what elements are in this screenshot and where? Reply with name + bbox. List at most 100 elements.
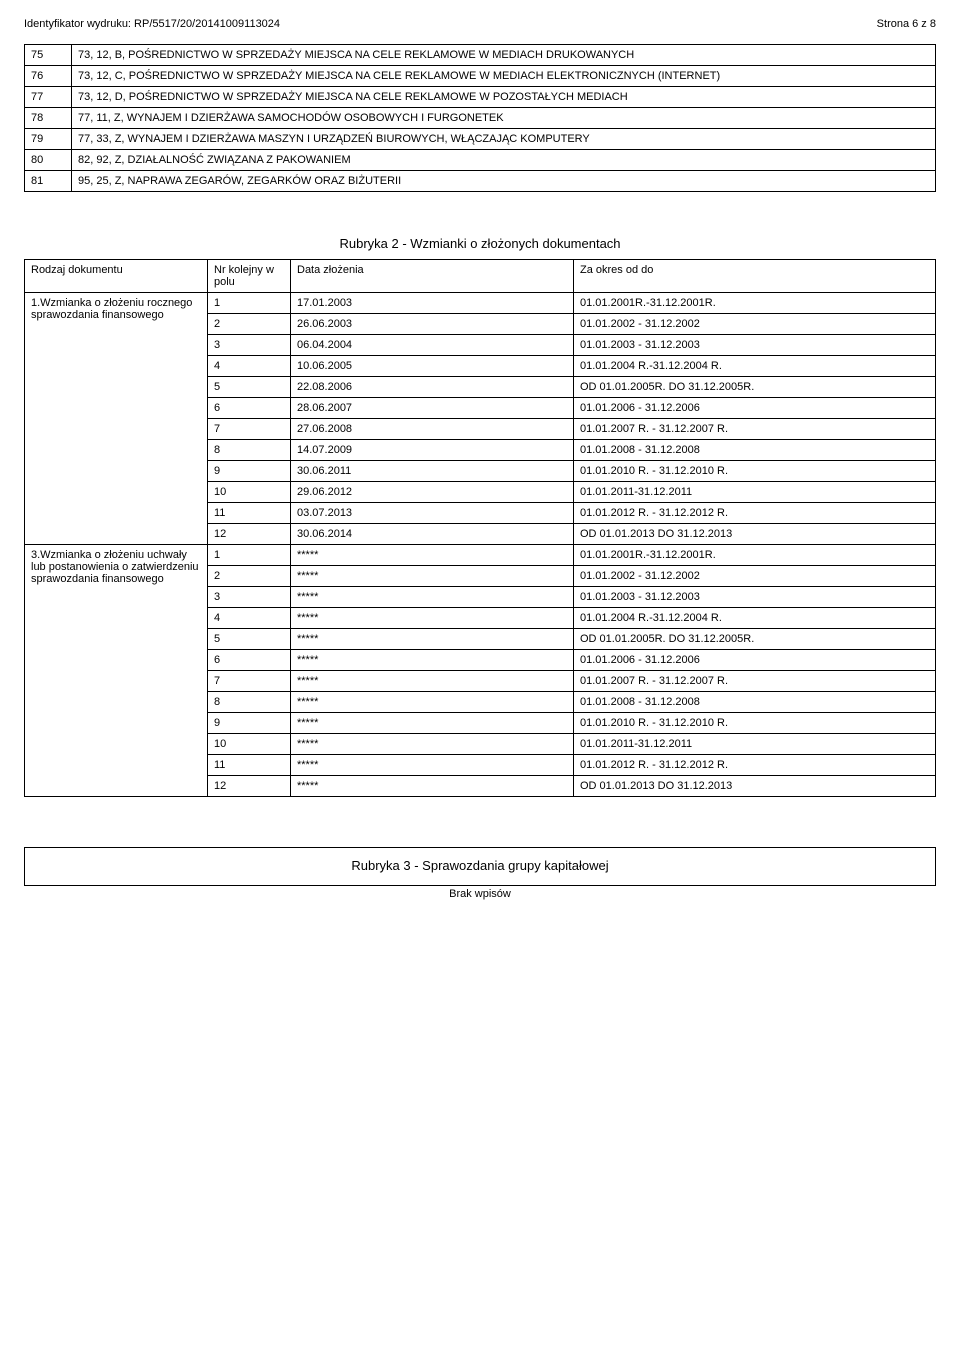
- rubryka2-table: Rodzaj dokumentu Nr kolejny w polu Data …: [24, 259, 936, 797]
- col-date: 17.01.2003: [291, 293, 574, 314]
- col-date: *****: [291, 755, 574, 776]
- pkd-text: 82, 92, Z, DZIAŁALNOŚĆ ZWIĄZANA Z PAKOWA…: [72, 150, 936, 171]
- col-date: 10.06.2005: [291, 356, 574, 377]
- col-period: 01.01.2006 - 31.12.2006: [574, 398, 936, 419]
- col-nr: 6: [208, 398, 291, 419]
- col-nr: 11: [208, 755, 291, 776]
- col-period: 01.01.2008 - 31.12.2008: [574, 440, 936, 461]
- pkd-text: 95, 25, Z, NAPRAWA ZEGARÓW, ZEGARKÓW ORA…: [72, 171, 936, 192]
- pkd-text: 77, 33, Z, WYNAJEM I DZIERŻAWA MASZYN I …: [72, 129, 936, 150]
- page-number: Strona 6 z 8: [877, 18, 936, 30]
- col-period: 01.01.2006 - 31.12.2006: [574, 650, 936, 671]
- table-row: 8195, 25, Z, NAPRAWA ZEGARÓW, ZEGARKÓW O…: [25, 171, 936, 192]
- hdr-nr: Nr kolejny w polu: [208, 260, 291, 293]
- pkd-text: 73, 12, D, POŚREDNICTWO W SPRZEDAŻY MIEJ…: [72, 87, 936, 108]
- col-period: 01.01.2003 - 31.12.2003: [574, 335, 936, 356]
- pkd-text: 73, 12, C, POŚREDNICTWO W SPRZEDAŻY MIEJ…: [72, 66, 936, 87]
- table-row: 3.Wzmianka o złożeniu uchwały lub postan…: [25, 545, 936, 566]
- table-row: 7977, 33, Z, WYNAJEM I DZIERŻAWA MASZYN …: [25, 129, 936, 150]
- col-date: *****: [291, 545, 574, 566]
- col-nr: 12: [208, 776, 291, 797]
- col-date: 30.06.2014: [291, 524, 574, 545]
- col-period: OD 01.01.2005R. DO 31.12.2005R.: [574, 377, 936, 398]
- col-nr: 9: [208, 461, 291, 482]
- col-period: 01.01.2001R.-31.12.2001R.: [574, 545, 936, 566]
- col-date: 14.07.2009: [291, 440, 574, 461]
- col-nr: 5: [208, 377, 291, 398]
- col-period: 01.01.2007 R. - 31.12.2007 R.: [574, 419, 936, 440]
- col-date: *****: [291, 671, 574, 692]
- col-period: OD 01.01.2013 DO 31.12.2013: [574, 524, 936, 545]
- table-row: 7573, 12, B, POŚREDNICTWO W SPRZEDAŻY MI…: [25, 45, 936, 66]
- col-period: 01.01.2007 R. - 31.12.2007 R.: [574, 671, 936, 692]
- col-nr: 2: [208, 566, 291, 587]
- col-date: 03.07.2013: [291, 503, 574, 524]
- col-nr: 1: [208, 545, 291, 566]
- hdr-rodzaj: Rodzaj dokumentu: [25, 260, 208, 293]
- col-nr: 5: [208, 629, 291, 650]
- col-date: 26.06.2003: [291, 314, 574, 335]
- table-row: 7673, 12, C, POŚREDNICTWO W SPRZEDAŻY MI…: [25, 66, 936, 87]
- col-period: 01.01.2012 R. - 31.12.2012 R.: [574, 755, 936, 776]
- col-date: 06.04.2004: [291, 335, 574, 356]
- pkd-index: 78: [25, 108, 72, 129]
- col-period: 01.01.2004 R.-31.12.2004 R.: [574, 356, 936, 377]
- col-period: OD 01.01.2013 DO 31.12.2013: [574, 776, 936, 797]
- col-nr: 7: [208, 671, 291, 692]
- col-nr: 9: [208, 713, 291, 734]
- col-nr: 3: [208, 587, 291, 608]
- col-date: *****: [291, 629, 574, 650]
- pkd-table: 7573, 12, B, POŚREDNICTWO W SPRZEDAŻY MI…: [24, 44, 936, 192]
- col-date: *****: [291, 650, 574, 671]
- col-date: 22.08.2006: [291, 377, 574, 398]
- rubryka3-table: Rubryka 3 - Sprawozdania grupy kapitałow…: [24, 847, 936, 886]
- pkd-text: 73, 12, B, POŚREDNICTWO W SPRZEDAŻY MIEJ…: [72, 45, 936, 66]
- col-period: 01.01.2010 R. - 31.12.2010 R.: [574, 461, 936, 482]
- section-label: 3.Wzmianka o złożeniu uchwały lub postan…: [25, 545, 208, 797]
- table-row: 1.Wzmianka o złożeniu rocznego sprawozda…: [25, 293, 936, 314]
- col-nr: 12: [208, 524, 291, 545]
- col-nr: 1: [208, 293, 291, 314]
- table-row: 7773, 12, D, POŚREDNICTWO W SPRZEDAŻY MI…: [25, 87, 936, 108]
- pkd-index: 75: [25, 45, 72, 66]
- col-period: 01.01.2010 R. - 31.12.2010 R.: [574, 713, 936, 734]
- table-row: 7877, 11, Z, WYNAJEM I DZIERŻAWA SAMOCHO…: [25, 108, 936, 129]
- col-date: 30.06.2011: [291, 461, 574, 482]
- col-date: 28.06.2007: [291, 398, 574, 419]
- col-date: *****: [291, 608, 574, 629]
- pkd-index: 80: [25, 150, 72, 171]
- col-nr: 4: [208, 608, 291, 629]
- pkd-index: 76: [25, 66, 72, 87]
- pkd-index: 77: [25, 87, 72, 108]
- page-header: Identyfikator wydruku: RP/5517/20/201410…: [24, 18, 936, 30]
- rubryka3-brak: Brak wpisów: [24, 888, 936, 900]
- col-period: OD 01.01.2005R. DO 31.12.2005R.: [574, 629, 936, 650]
- hdr-okres: Za okres od do: [574, 260, 936, 293]
- col-date: *****: [291, 587, 574, 608]
- table-row: 8082, 92, Z, DZIAŁALNOŚĆ ZWIĄZANA Z PAKO…: [25, 150, 936, 171]
- rubryka2-header-row: Rodzaj dokumentu Nr kolejny w polu Data …: [25, 260, 936, 293]
- pkd-text: 77, 11, Z, WYNAJEM I DZIERŻAWA SAMOCHODÓ…: [72, 108, 936, 129]
- col-period: 01.01.2011-31.12.2011: [574, 482, 936, 503]
- hdr-data: Data złożenia: [291, 260, 574, 293]
- col-date: *****: [291, 692, 574, 713]
- col-nr: 7: [208, 419, 291, 440]
- col-date: *****: [291, 713, 574, 734]
- col-period: 01.01.2012 R. - 31.12.2012 R.: [574, 503, 936, 524]
- col-nr: 2: [208, 314, 291, 335]
- col-date: 27.06.2008: [291, 419, 574, 440]
- col-date: 29.06.2012: [291, 482, 574, 503]
- col-period: 01.01.2002 - 31.12.2002: [574, 566, 936, 587]
- print-id: Identyfikator wydruku: RP/5517/20/201410…: [24, 18, 280, 30]
- col-nr: 3: [208, 335, 291, 356]
- pkd-index: 79: [25, 129, 72, 150]
- col-nr: 4: [208, 356, 291, 377]
- col-period: 01.01.2003 - 31.12.2003: [574, 587, 936, 608]
- pkd-index: 81: [25, 171, 72, 192]
- col-period: 01.01.2011-31.12.2011: [574, 734, 936, 755]
- rubryka2-title: Rubryka 2 - Wzmianki o złożonych dokumen…: [24, 230, 936, 255]
- col-nr: 8: [208, 692, 291, 713]
- col-period: 01.01.2008 - 31.12.2008: [574, 692, 936, 713]
- col-nr: 10: [208, 734, 291, 755]
- col-date: *****: [291, 776, 574, 797]
